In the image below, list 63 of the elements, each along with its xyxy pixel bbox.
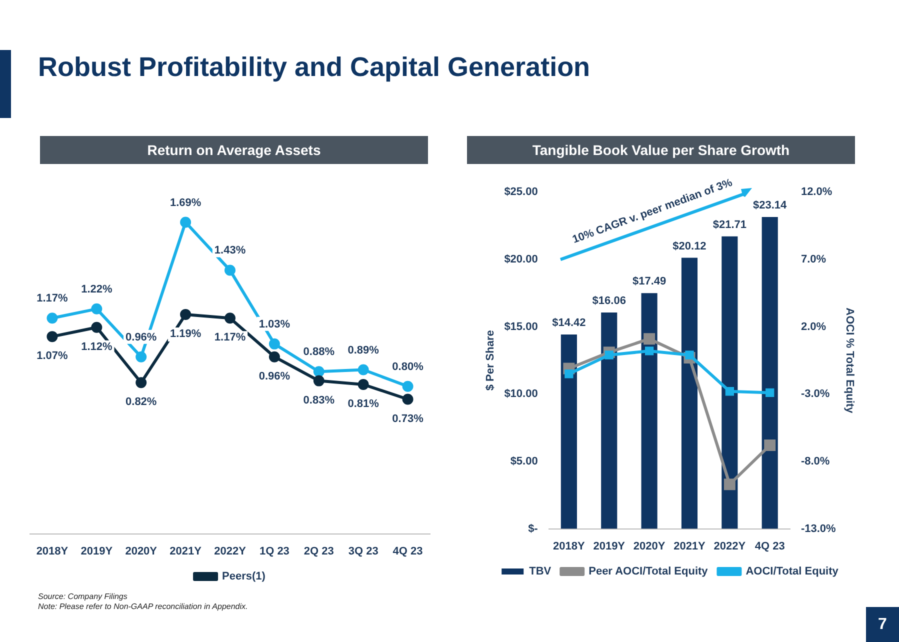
x-tick-label: 4Q 23: [754, 540, 785, 552]
y-tick-label: $-: [528, 522, 538, 535]
legend-label: Peer AOCI/Total Equity: [588, 566, 709, 578]
y-tick-label: $25.00: [504, 186, 538, 198]
data-label: $20.12: [672, 240, 706, 252]
data-label: 0.89%: [348, 344, 380, 356]
y2-tick-label: -8.0%: [800, 455, 830, 468]
data-label: 1.69%: [170, 196, 202, 209]
data-label: 0.81%: [348, 398, 380, 410]
y-tick-label: $20.00: [504, 253, 538, 266]
data-label: 1.43%: [214, 244, 246, 257]
x-tick-label: 2022Y: [214, 545, 247, 558]
x-tick-label: 2019Y: [80, 545, 114, 558]
data-label: 0.83%: [303, 394, 335, 406]
data-label: 0.80%: [392, 360, 424, 373]
data-label: 0.88%: [303, 346, 335, 358]
y2-tick-label: 12.0%: [800, 186, 832, 198]
y2-tick-label: -13.0%: [800, 522, 836, 535]
x-tick-label: 3Q 23: [348, 545, 378, 558]
x-tick-label: 2021Y: [170, 545, 202, 558]
y-tick-label: $10.00: [504, 388, 538, 400]
source-note: Source: Company Filings: [38, 592, 128, 601]
data-label: 1.03%: [258, 318, 290, 330]
chart-title: Tangible Book Value per Share Growth: [467, 136, 855, 164]
chart-title: Return on Average Assets: [40, 136, 428, 164]
x-tick-label: 2020Y: [633, 540, 666, 552]
data-label: $17.49: [632, 276, 666, 288]
x-tick-label: 2022Y: [714, 540, 746, 552]
data-label: $14.42: [552, 317, 586, 330]
x-tick-label: 4Q 23: [392, 545, 423, 558]
data-label: 1.17%: [36, 292, 68, 305]
data-label: 0.96%: [258, 370, 290, 382]
data-label: $21.71: [712, 218, 746, 231]
x-tick-label: 2021Y: [674, 540, 706, 552]
x-tick-label: 2019Y: [593, 540, 626, 552]
data-label: $16.06: [592, 294, 626, 307]
data-label: 1.19%: [170, 328, 202, 340]
y2-axis-title: AOCI % Total Equity: [843, 308, 856, 414]
data-label: $23.14: [753, 200, 788, 212]
text: Note: Please refer to Non-GAAP reconciliation in Appendix.: [38, 602, 248, 611]
legend-label: AOCI/Total Equity: [746, 566, 840, 578]
y-axis-title: $ Per Share: [484, 330, 497, 391]
x-tick-label: 2018Y: [553, 540, 586, 552]
legend-label: Peers(1): [222, 570, 266, 583]
text: 7: [866, 607, 899, 642]
text: Robust Profitability and Capital Generation: [38, 52, 590, 83]
x-tick-label: 2020Y: [125, 545, 158, 558]
data-label: 0.96%: [126, 331, 157, 344]
x-tick-label: 1Q 23: [259, 545, 290, 558]
data-label: 1.17%: [214, 332, 246, 344]
y2-tick-label: 7.0%: [800, 253, 826, 266]
y-tick-label: $15.00: [504, 320, 538, 333]
data-label: 1.07%: [36, 350, 68, 362]
data-label: 0.73%: [392, 412, 424, 425]
x-tick-label: 2Q 23: [304, 545, 334, 558]
data-label: 1.12%: [81, 340, 112, 353]
y2-tick-label: 2.0%: [800, 320, 826, 333]
data-label: 0.82%: [126, 396, 157, 408]
x-tick-label: 2018Y: [36, 545, 69, 558]
legend-label: TBV: [529, 566, 552, 578]
y-tick-label: $5.00: [510, 455, 538, 468]
data-label: 1.22%: [81, 283, 112, 296]
y2-tick-label: -3.0%: [800, 388, 830, 400]
